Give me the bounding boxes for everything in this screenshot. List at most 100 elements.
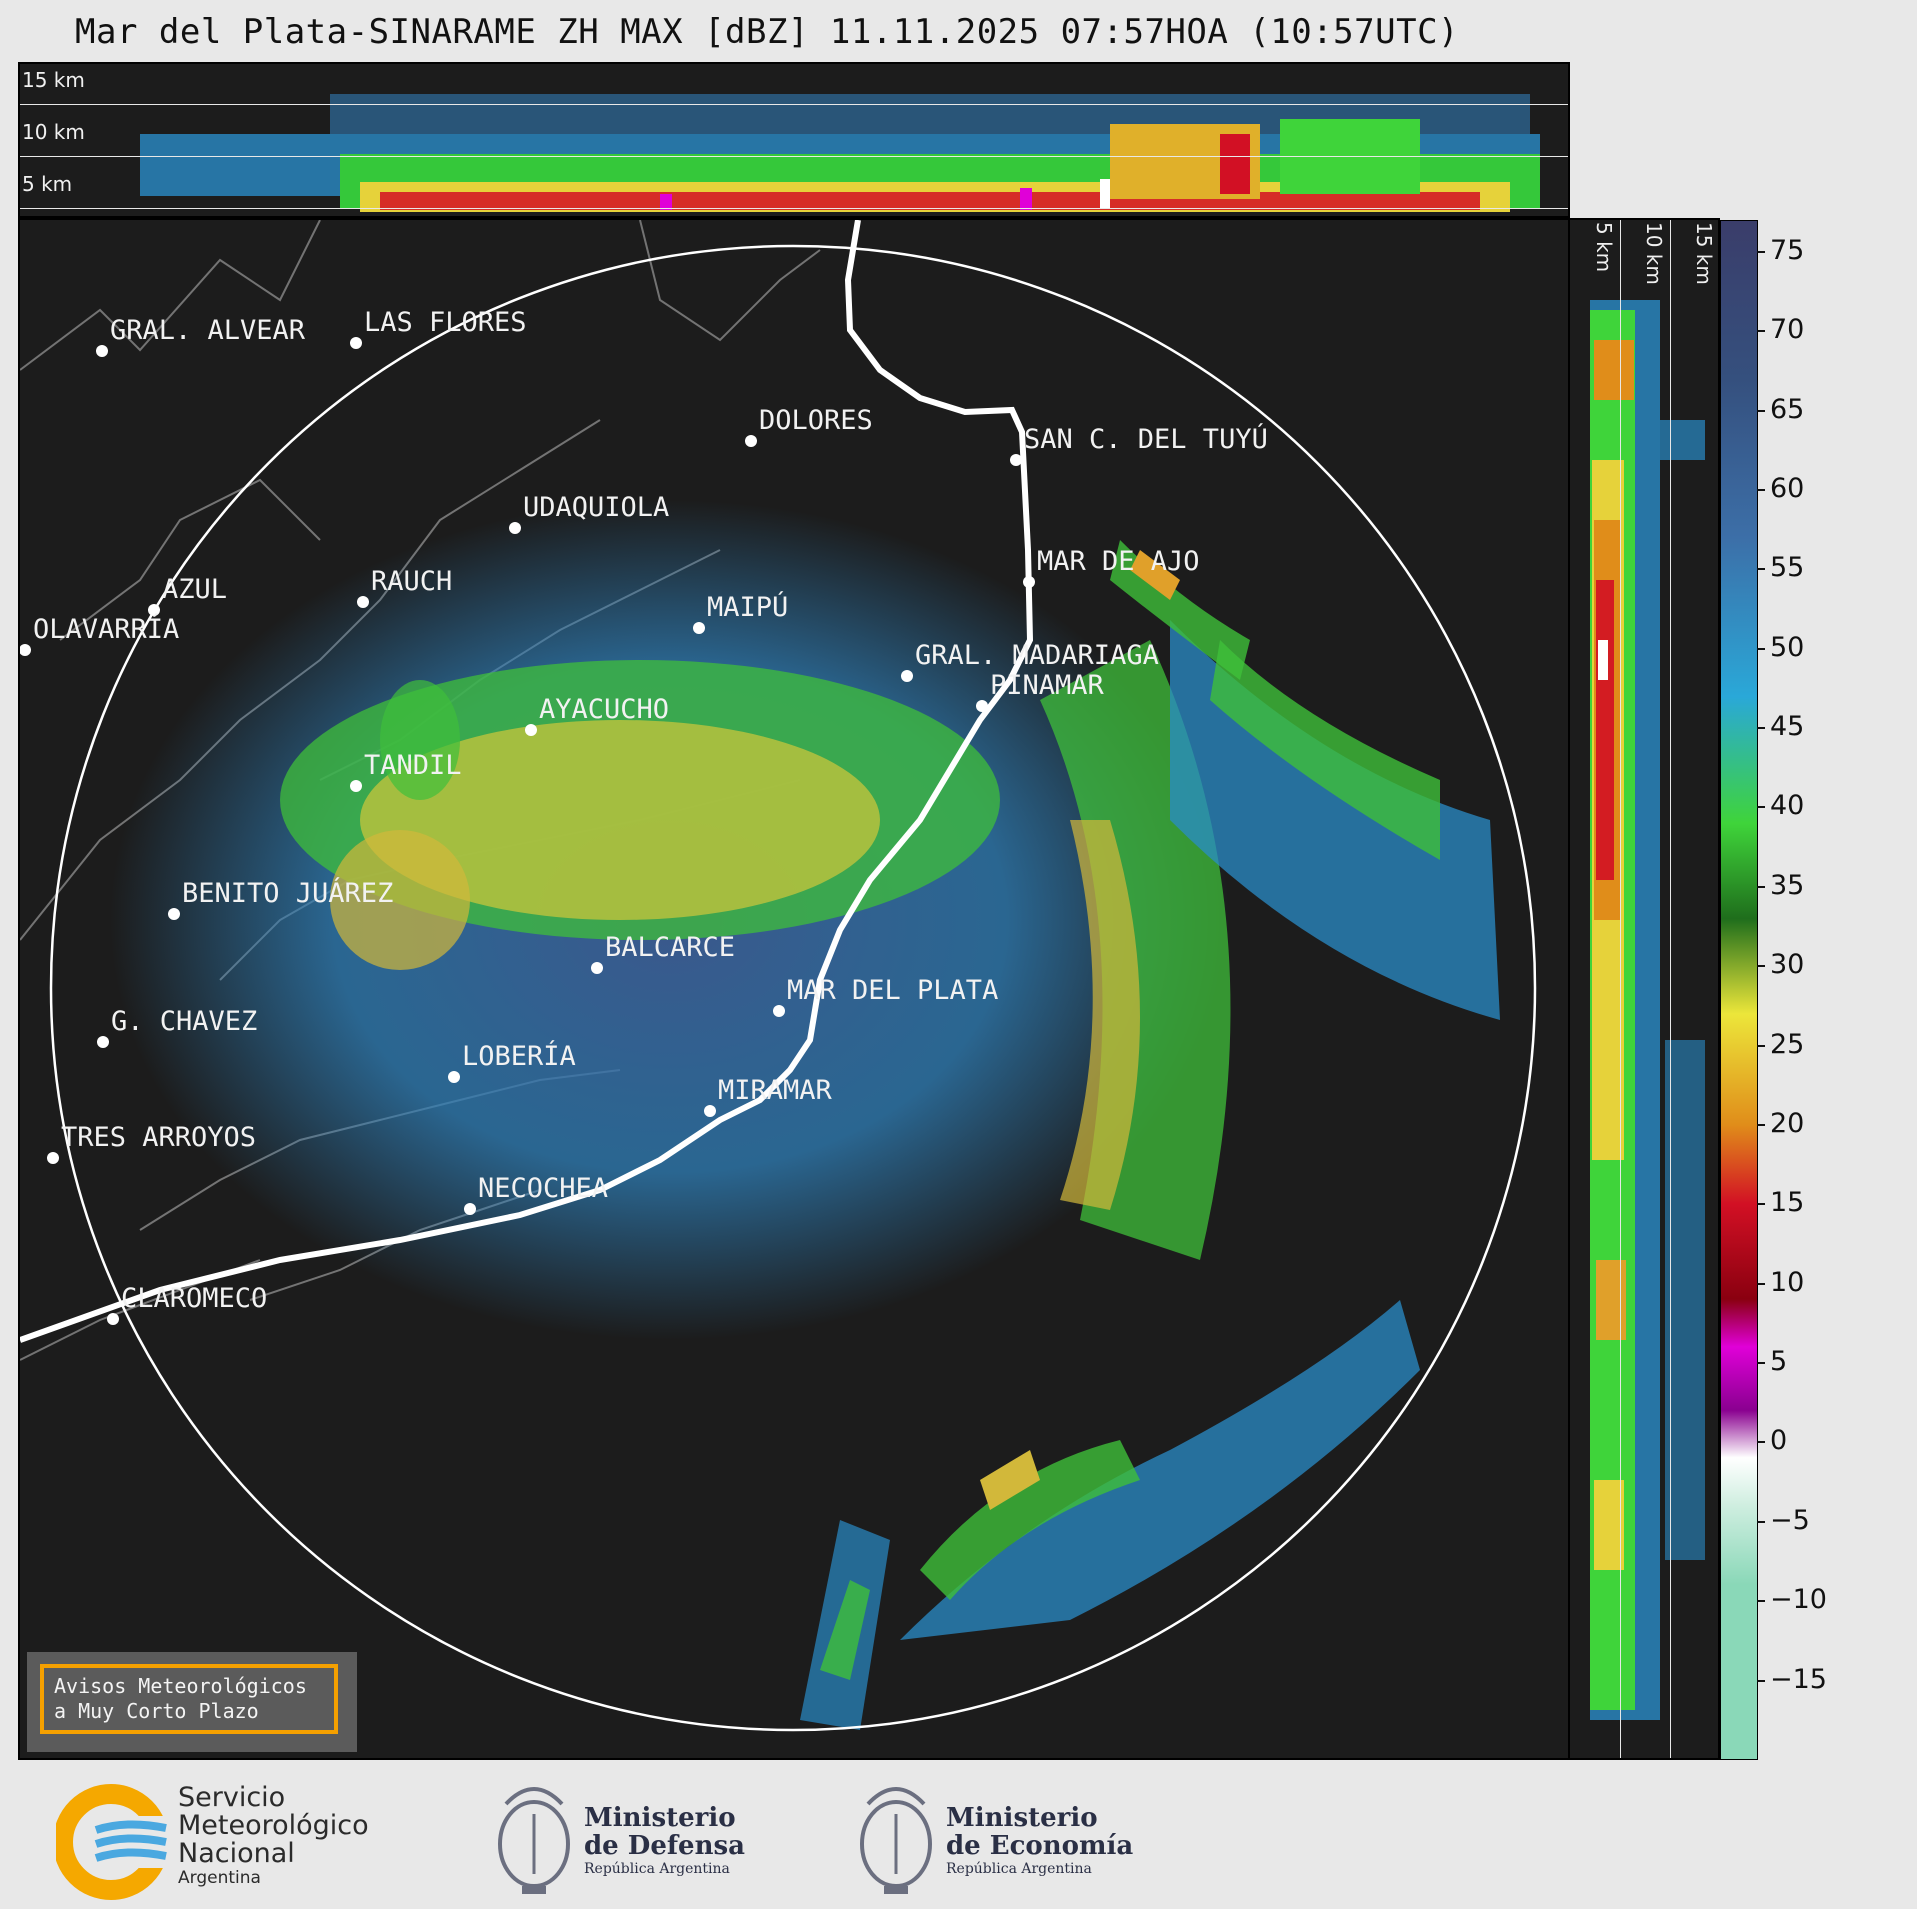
footer-logos: Servicio Meteorológico Nacional Argentin… bbox=[0, 1760, 1917, 1909]
colorbar-tick-label: 45 bbox=[1770, 711, 1805, 743]
smn-line-2: Meteorológico bbox=[178, 1810, 369, 1841]
colorbar-tick-mark bbox=[1757, 885, 1765, 888]
colorbar-tick-label: 65 bbox=[1770, 393, 1805, 425]
city-label: MAR DE AJO bbox=[1037, 546, 1200, 577]
colorbar-tick-label: 70 bbox=[1770, 314, 1805, 346]
colorbar-tick-label: 10 bbox=[1770, 1266, 1805, 1298]
city-marker bbox=[525, 724, 537, 736]
economia-line-3: República Argentina bbox=[946, 1861, 1092, 1877]
city-label: AYACUCHO bbox=[539, 694, 670, 725]
colorbar-tick-label: 20 bbox=[1770, 1107, 1805, 1139]
side-cross-section-panel: 5 km 10 km 15 km bbox=[1568, 218, 1720, 1760]
warning-line-2: a Muy Corto Plazo bbox=[54, 1699, 259, 1723]
defensa-logo-text: Ministerio de Defensa República Argentin… bbox=[584, 1804, 745, 1878]
colorbar-tick-mark bbox=[1757, 488, 1765, 491]
city-marker bbox=[20, 644, 31, 656]
city-marker bbox=[96, 345, 108, 357]
city-marker bbox=[448, 1071, 460, 1083]
city-label: MAR DEL PLATA bbox=[787, 975, 999, 1006]
city-marker bbox=[350, 780, 362, 792]
range-ring bbox=[49, 244, 1537, 1732]
defensa-line-1: Ministerio bbox=[584, 1803, 736, 1833]
city-label: NECOCHEA bbox=[478, 1173, 609, 1204]
colorbar-tick-mark bbox=[1757, 1044, 1765, 1047]
city-label: TANDIL bbox=[364, 750, 462, 781]
city-label: BENITO JUÁREZ bbox=[182, 878, 394, 909]
colorbar-tick-mark bbox=[1757, 965, 1765, 968]
coastline bbox=[20, 220, 1034, 1343]
city-marker bbox=[97, 1036, 109, 1048]
colorbar-tick-label: −5 bbox=[1770, 1504, 1810, 1536]
colorbar-tick-mark bbox=[1757, 806, 1765, 809]
city-marker bbox=[704, 1105, 716, 1117]
side-height-label-15km: 15 km bbox=[1692, 222, 1716, 285]
city-label: OLAVARRÍA bbox=[33, 614, 180, 645]
top-echo-layer bbox=[140, 94, 1540, 212]
city-label: LAS FLORES bbox=[364, 307, 527, 338]
city-marker bbox=[350, 337, 362, 349]
smn-line-4: Argentina bbox=[178, 1868, 261, 1888]
colorbar-tick-label: −15 bbox=[1770, 1663, 1827, 1695]
colorbar-tick-mark bbox=[1757, 568, 1765, 571]
defensa-seal-icon bbox=[498, 1787, 570, 1894]
city-label: CLAROMECO bbox=[121, 1283, 268, 1314]
colorbar-tick-label: 60 bbox=[1770, 472, 1805, 504]
smn-line-3: Nacional bbox=[178, 1838, 295, 1869]
colorbar-tick-label: 25 bbox=[1770, 1028, 1805, 1060]
colorbar-tick-mark bbox=[1757, 250, 1765, 253]
colorbar-tick-mark bbox=[1757, 1282, 1765, 1285]
city-marker bbox=[745, 435, 757, 447]
radar-map bbox=[20, 220, 1537, 1732]
colorbar-tick-mark bbox=[1757, 1362, 1765, 1365]
city-label: DOLORES bbox=[759, 405, 873, 436]
city-marker bbox=[693, 622, 705, 634]
dbz-colorbar bbox=[1720, 220, 1758, 1760]
smn-logo-icon bbox=[56, 1784, 176, 1900]
city-label: G. CHAVEZ bbox=[111, 1006, 258, 1037]
colorbar-tick-label: 30 bbox=[1770, 949, 1805, 981]
colorbar-tick-label: 55 bbox=[1770, 552, 1805, 584]
colorbar-tick-mark bbox=[1757, 647, 1765, 650]
colorbar-tick-mark bbox=[1757, 727, 1765, 730]
city-label: AZUL bbox=[162, 574, 228, 605]
colorbar-tick-label: 40 bbox=[1770, 790, 1805, 822]
city-label: UDAQUIOLA bbox=[523, 492, 670, 523]
radar-map-panel: GRAL. ALVEAR LAS FLORES DOLORES SAN C. DEL … bbox=[18, 218, 1570, 1760]
city-marker bbox=[357, 596, 369, 608]
colorbar-tick-mark bbox=[1757, 1203, 1765, 1206]
city-marker bbox=[464, 1203, 476, 1215]
colorbar-tick-label: 75 bbox=[1770, 234, 1805, 266]
height-label-5km: 5 km bbox=[22, 172, 73, 196]
city-label: SAN C. DEL TUYÚ bbox=[1024, 424, 1268, 455]
height-label-15km: 15 km bbox=[22, 68, 85, 92]
colorbar-tick-label: 50 bbox=[1770, 631, 1805, 663]
city-label: PINAMAR bbox=[990, 670, 1104, 701]
warning-box: Avisos Meteorológicos a Muy Corto Plazo bbox=[27, 1652, 357, 1752]
colorbar-tick-label: −10 bbox=[1770, 1584, 1827, 1616]
city-label: MAIPÚ bbox=[707, 592, 789, 623]
city-marker bbox=[591, 962, 603, 974]
colorbar-tick-mark bbox=[1757, 330, 1765, 333]
colorbar-tick-mark bbox=[1757, 1600, 1765, 1603]
city-label: RAUCH bbox=[371, 566, 453, 597]
colorbar-tick-label: 35 bbox=[1770, 869, 1805, 901]
economia-line-2: de Economía bbox=[946, 1831, 1134, 1861]
page-title: Mar del Plata-SINARAME ZH MAX [dBZ] 11.1… bbox=[75, 12, 1460, 52]
city-marker bbox=[168, 908, 180, 920]
economia-seal-icon bbox=[860, 1787, 932, 1894]
side-height-label-5km: 5 km bbox=[1592, 222, 1616, 273]
city-marker bbox=[107, 1313, 119, 1325]
colorbar-tick-mark bbox=[1757, 1679, 1765, 1682]
city-marker bbox=[509, 522, 521, 534]
city-label: BALCARCE bbox=[605, 932, 736, 963]
smn-line-1: Servicio bbox=[178, 1782, 286, 1813]
city-marker bbox=[1010, 454, 1022, 466]
top-cross-section-panel: 15 km 10 km 5 km bbox=[18, 62, 1570, 218]
city-label: MIRAMAR bbox=[718, 1075, 832, 1106]
city-label: TRES ARROYOS bbox=[61, 1122, 257, 1153]
city-label: GRAL. MADARIAGA bbox=[915, 640, 1159, 671]
side-echo-layer bbox=[1590, 300, 1705, 1720]
defensa-line-2: de Defensa bbox=[584, 1831, 745, 1861]
colorbar-tick-label: 5 bbox=[1770, 1346, 1788, 1378]
economia-logo-text: Ministerio de Economía República Argenti… bbox=[946, 1804, 1133, 1878]
